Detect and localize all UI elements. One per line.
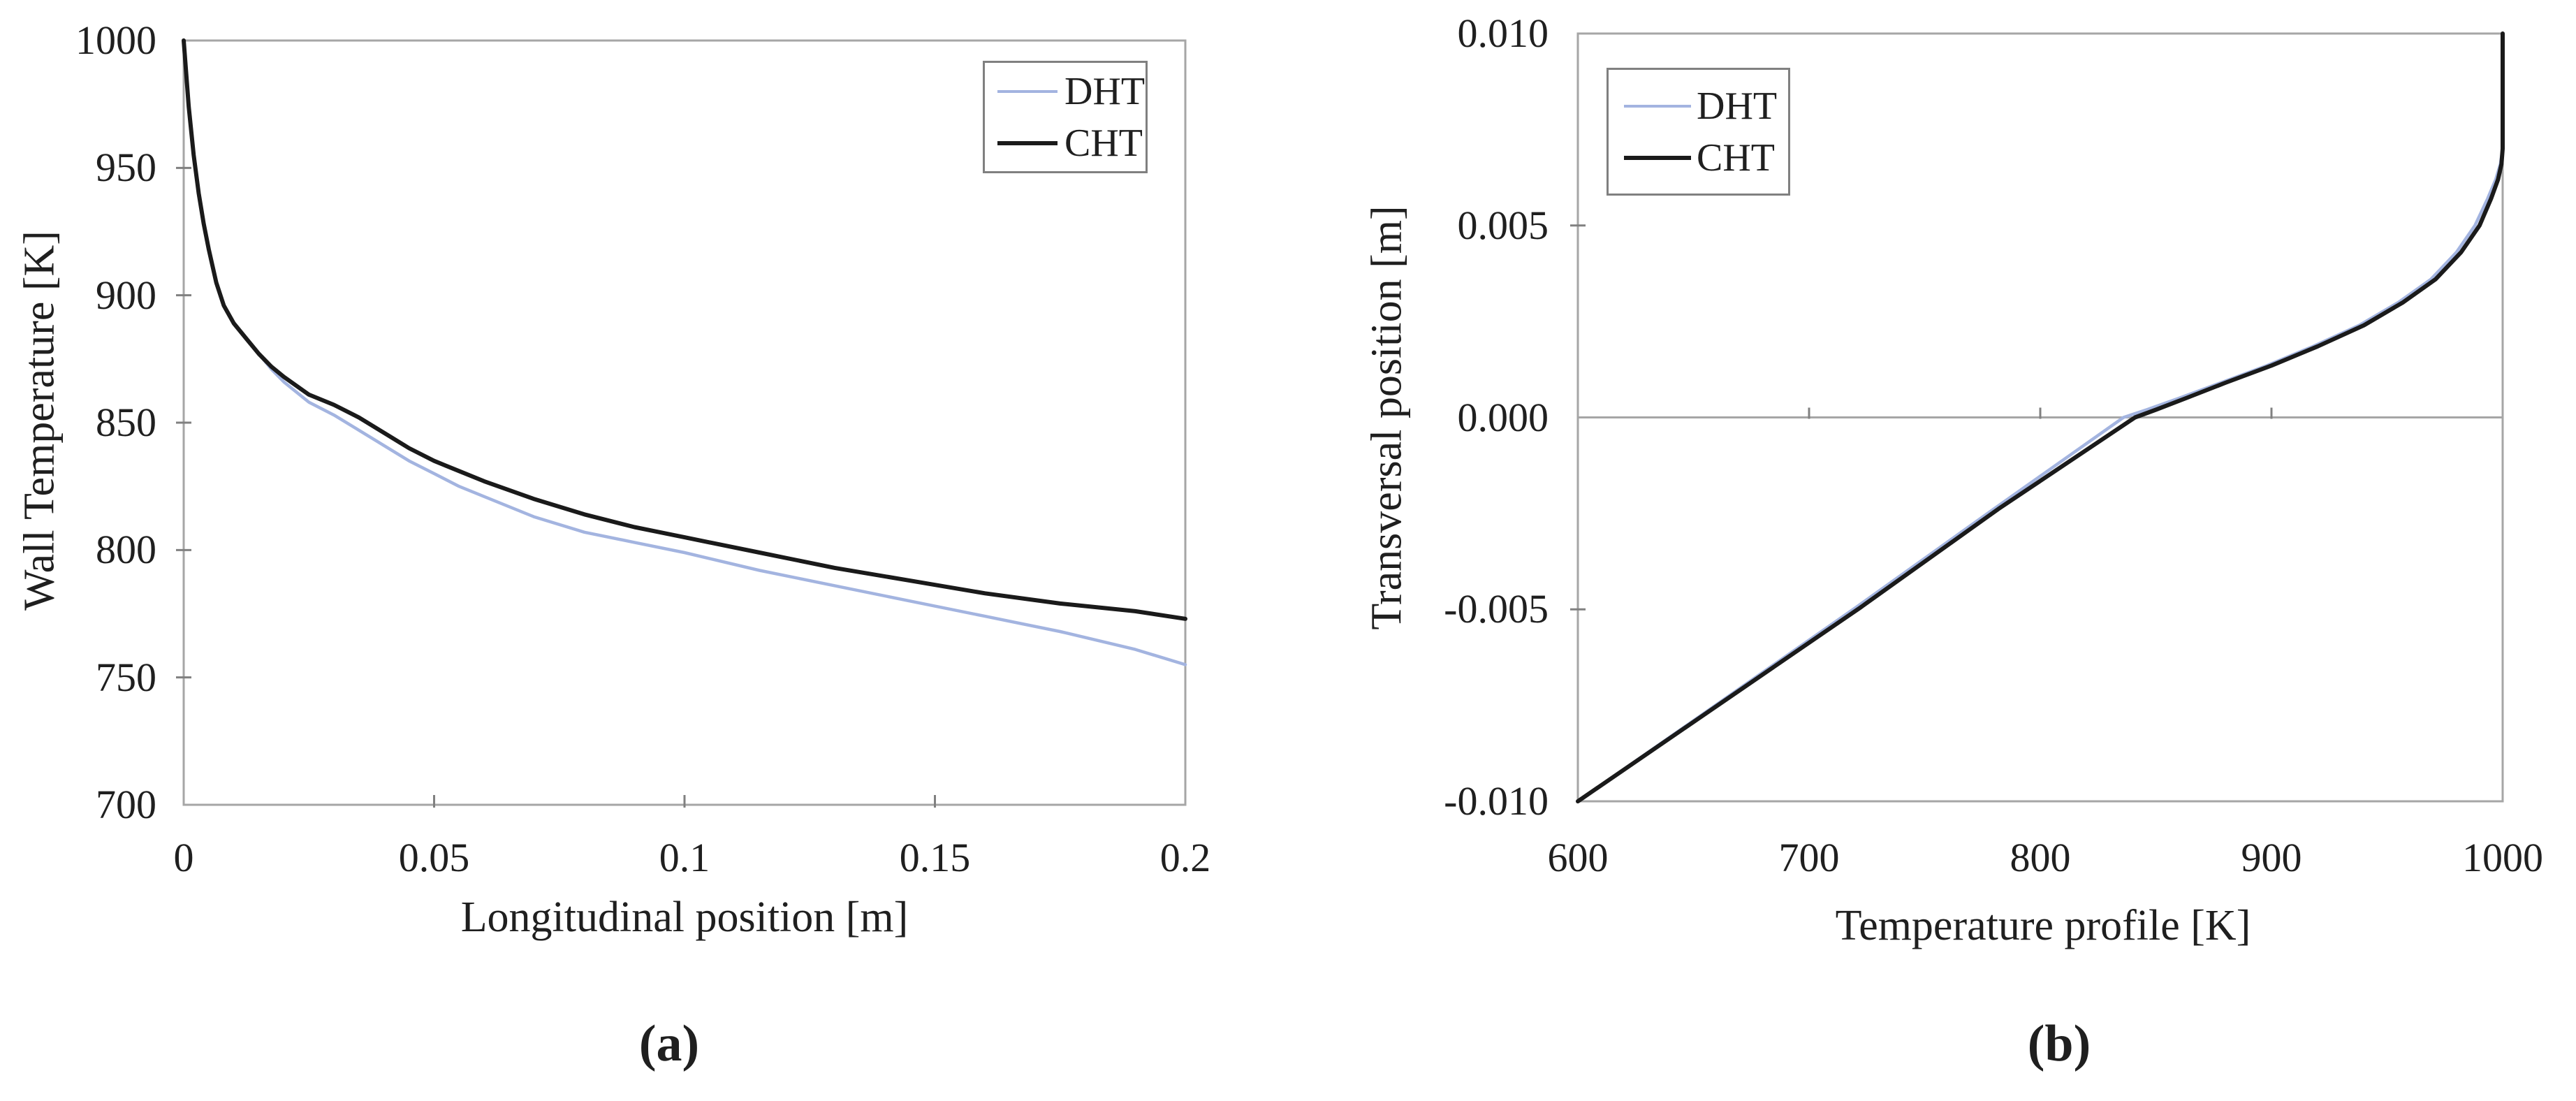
cht-curve — [1576, 31, 2505, 803]
chart-b-y-axis-title: Transversal position [m] — [1363, 205, 1411, 630]
legend-label-cht: CHT — [1697, 136, 1775, 180]
legend-label-dht: DHT — [1064, 69, 1146, 113]
legend-label-cht: CHT — [1064, 121, 1143, 165]
dht-line-sample-icon — [1624, 104, 1691, 108]
chart-b-legend: DHT CHT — [1607, 68, 1790, 196]
legend-entry-dht: DHT — [997, 71, 1146, 112]
chart-a-caption: (a) — [638, 1015, 700, 1072]
dht-line-sample-icon — [997, 89, 1058, 93]
chart-b-x-axis-title: Temperature profile [K] — [1835, 902, 2251, 949]
chart-a-x-axis-title: Longitudinal position [m] — [460, 894, 909, 941]
cht-line-sample-icon — [1624, 155, 1691, 160]
cht-line-sample-icon — [997, 140, 1058, 145]
legend-label-dht: DHT — [1697, 84, 1778, 128]
legend-entry-cht: CHT — [997, 122, 1146, 164]
legend-entry-cht: CHT — [1624, 137, 1788, 179]
chart-b-caption: (b) — [2027, 1015, 2091, 1072]
cht-curve — [182, 38, 1187, 621]
legend-entry-dht: DHT — [1624, 85, 1788, 127]
chart-a-legend: DHT CHT — [983, 61, 1148, 173]
chart-a-y-axis-title: Wall Temperature [K] — [15, 231, 64, 611]
